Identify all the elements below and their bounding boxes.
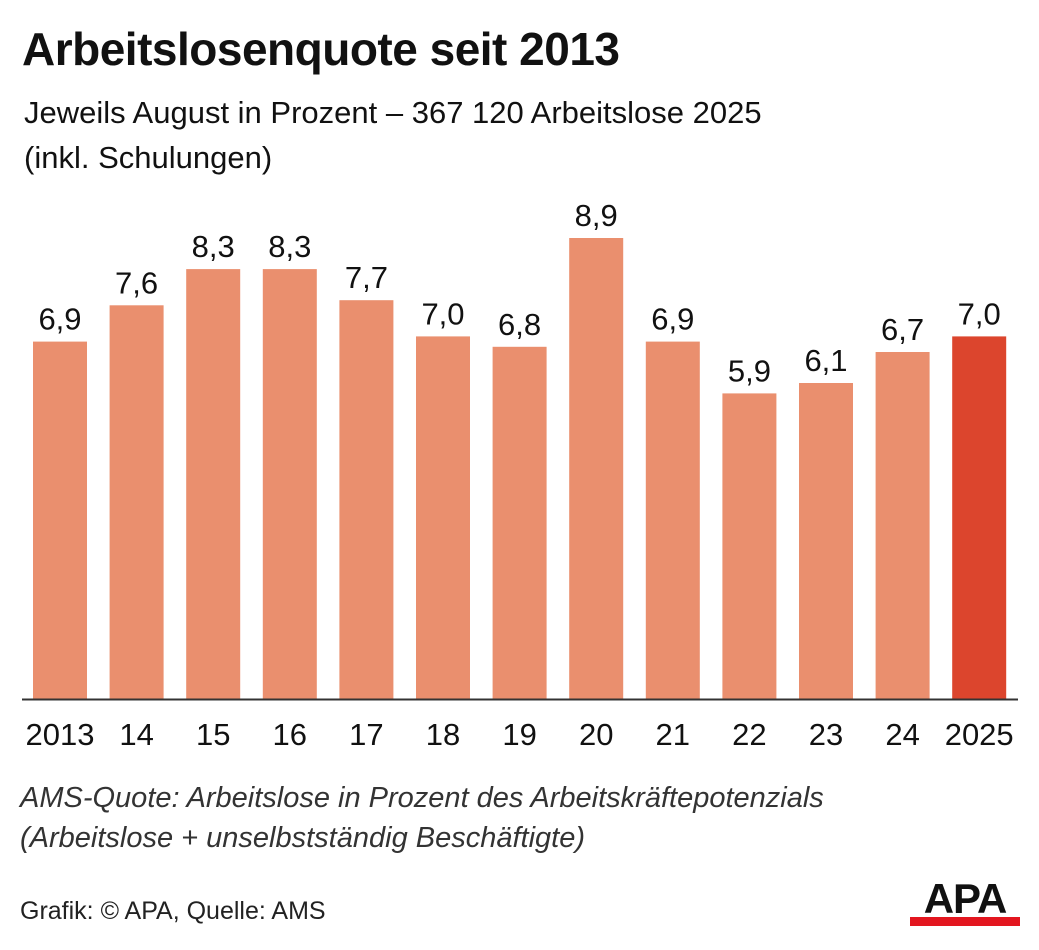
bar-20: [569, 238, 624, 699]
value-label-14: 7,6: [115, 265, 158, 300]
value-label-18: 7,0: [421, 296, 464, 331]
value-label-21: 6,9: [651, 302, 694, 337]
x-tick-label-16: 16: [273, 717, 307, 752]
value-label-2025: 7,0: [958, 296, 1001, 331]
value-label-20: 8,9: [575, 198, 618, 233]
note-line-1: AMS-Quote: Arbeitslose in Prozent des Ar…: [20, 782, 824, 814]
apa-logo-bar: [910, 917, 1020, 926]
x-tick-label-20: 20: [579, 717, 613, 752]
bar-14: [109, 305, 164, 699]
x-tick-label-17: 17: [349, 717, 383, 752]
chart-note: AMS-Quote: Arbeitslose in Prozent des Ar…: [20, 778, 824, 858]
value-label-17: 7,7: [345, 260, 388, 295]
value-label-24: 6,7: [881, 312, 924, 347]
x-tick-label-23: 23: [809, 717, 843, 752]
value-label-19: 6,8: [498, 307, 541, 342]
value-label-22: 5,9: [728, 353, 771, 388]
x-tick-label-24: 24: [885, 717, 919, 752]
x-tick-label-19: 19: [502, 717, 536, 752]
bar-24: [875, 352, 930, 699]
source-credit: Grafik: © APA, Quelle: AMS: [20, 897, 326, 925]
x-tick-label-15: 15: [196, 717, 230, 752]
bar-16: [262, 269, 317, 699]
x-tick-label-14: 14: [119, 717, 153, 752]
bar-23: [799, 383, 853, 699]
bar-2013: [33, 341, 87, 699]
value-label-15: 8,3: [192, 229, 235, 264]
x-tick-label-2013: 2013: [26, 717, 95, 752]
bar-21: [645, 341, 700, 699]
apa-logo-text: APA: [924, 877, 1007, 922]
subtitle-line-1: Jeweils August in Prozent – 367 120 Arbe…: [24, 95, 762, 130]
chart-title: Arbeitslosenquote seit 2013: [22, 23, 620, 75]
x-tick-label-2025: 2025: [945, 717, 1014, 752]
bar-2025: [952, 336, 1007, 699]
bar-19: [492, 346, 547, 699]
value-label-23: 6,1: [804, 343, 847, 378]
subtitle-line-2: (inkl. Schulungen): [24, 140, 273, 175]
bar-17: [339, 300, 394, 699]
note-line-2: (Arbeitslose + unselbstständig Beschäfti…: [20, 822, 586, 854]
apa-logo: APA: [910, 877, 1020, 926]
bar-18: [416, 336, 470, 699]
x-tick-label-21: 21: [656, 717, 690, 752]
value-label-16: 8,3: [268, 229, 311, 264]
bar-22: [722, 393, 777, 699]
x-tick-label-18: 18: [426, 717, 460, 752]
value-label-2013: 6,9: [38, 302, 81, 337]
bar-15: [186, 269, 241, 699]
chart-subtitle: Jeweils August in Prozent – 367 120 Arbe…: [24, 90, 1014, 180]
bar-chart: 6,9 2013 7,6 14 8,3 15 8,3 16 7,7 17 7,0 18 6,8 19 8,9…: [22, 198, 1018, 752]
x-tick-label-22: 22: [732, 717, 766, 752]
